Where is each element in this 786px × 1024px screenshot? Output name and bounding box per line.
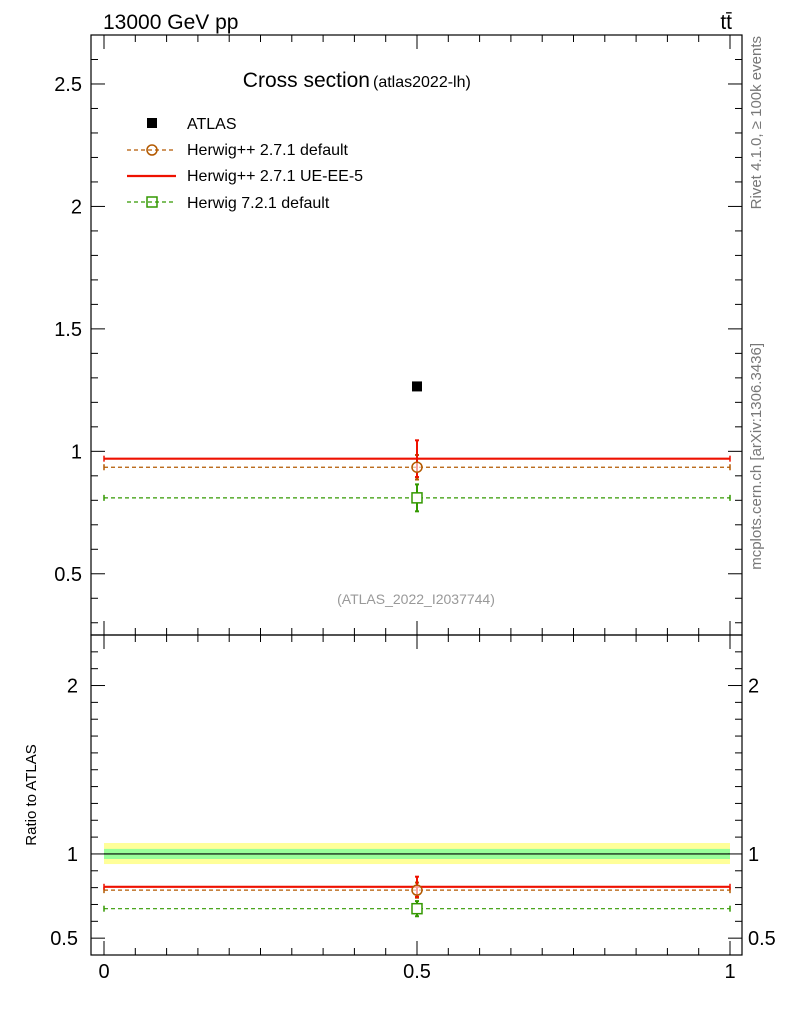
- herwigpp-default-marker: [411, 461, 423, 473]
- y-tick-label: 0.5: [54, 564, 82, 586]
- main-panel: Cross section (atlas2022-lh) (ATLAS_2022…: [54, 34, 743, 636]
- legend-marker-herwigpp-default: [146, 144, 158, 156]
- atlas-data-point: [412, 381, 422, 392]
- legend-marker-herwig7-default: [146, 196, 158, 208]
- ratio-frame: [90, 634, 743, 956]
- chart-subtitle: (atlas2022-lh): [373, 74, 471, 91]
- chart-title: Cross section: [243, 69, 370, 92]
- ratio-series-group: [103, 875, 731, 918]
- main-series-group: [103, 381, 731, 513]
- legend-label-herwig7-default: Herwig 7.2.1 default: [187, 195, 330, 212]
- process-label: tt̄: [720, 11, 732, 34]
- main-axis-ticks: 0.5 1 1.5 2 2.5: [54, 34, 742, 635]
- y-tick-label: 2: [71, 196, 82, 218]
- y-tick-label: 1: [71, 441, 82, 463]
- ratio-y-tick-label: 1: [67, 844, 78, 866]
- legend-label-herwigpp-default: Herwig++ 2.7.1 default: [187, 142, 349, 159]
- legend-entry-herwigpp-default: Herwig++ 2.7.1 default: [127, 142, 349, 159]
- ratio-ylabel: Ratio to ATLAS: [23, 744, 40, 845]
- ratio-y-tick-label: 0.5: [50, 928, 78, 950]
- ratio-uncertainty-band: [104, 843, 730, 865]
- x-tick-label: 1: [724, 961, 735, 983]
- legend-entry-atlas: ATLAS: [147, 116, 237, 133]
- ratio-y-tick-label-right: 1: [748, 844, 759, 866]
- y-tick-label: 2.5: [54, 74, 82, 96]
- x-tick-label: 0: [98, 961, 109, 983]
- y-tick-label: 1.5: [54, 319, 82, 341]
- rivet-label: Rivet 4.1.0, ≥ 100k events: [748, 36, 765, 209]
- source-label: mcplots.cern.ch [arXiv:1306.3436]: [748, 343, 765, 570]
- ratio-y-tick-label: 2: [67, 676, 78, 698]
- herwig7-default-marker: [411, 492, 423, 504]
- legend-marker-atlas: [147, 118, 157, 128]
- ratio-herwig7-default-marker: [411, 902, 423, 915]
- analysis-watermark: (ATLAS_2022_I2037744): [337, 591, 495, 607]
- ratio-y-tick-label-right: 2: [748, 676, 759, 698]
- ratio-axis-ticks: 0.5 0.5 1 1 2 2 0 0.5 1: [50, 634, 776, 983]
- ratio-panel: 0.5 0.5 1 1 2 2 0 0.5 1 Ratio to ATLAS: [23, 634, 776, 983]
- energy-label: 13000 GeV pp: [103, 11, 238, 34]
- legend-label-atlas: ATLAS: [187, 116, 237, 133]
- legend-entry-herwig7-default: Herwig 7.2.1 default: [127, 195, 330, 212]
- ratio-y-tick-label-right: 0.5: [748, 928, 776, 950]
- legend-label-herwigpp-ueee5: Herwig++ 2.7.1 UE-EE-5: [187, 168, 363, 185]
- legend: ATLAS Herwig++ 2.7.1 default Herwig++ 2.…: [127, 116, 363, 212]
- x-tick-label: 0.5: [403, 961, 431, 983]
- legend-entry-herwigpp-ueee5: Herwig++ 2.7.1 UE-EE-5: [127, 168, 363, 185]
- ratio-herwigpp-default-marker: [411, 884, 423, 896]
